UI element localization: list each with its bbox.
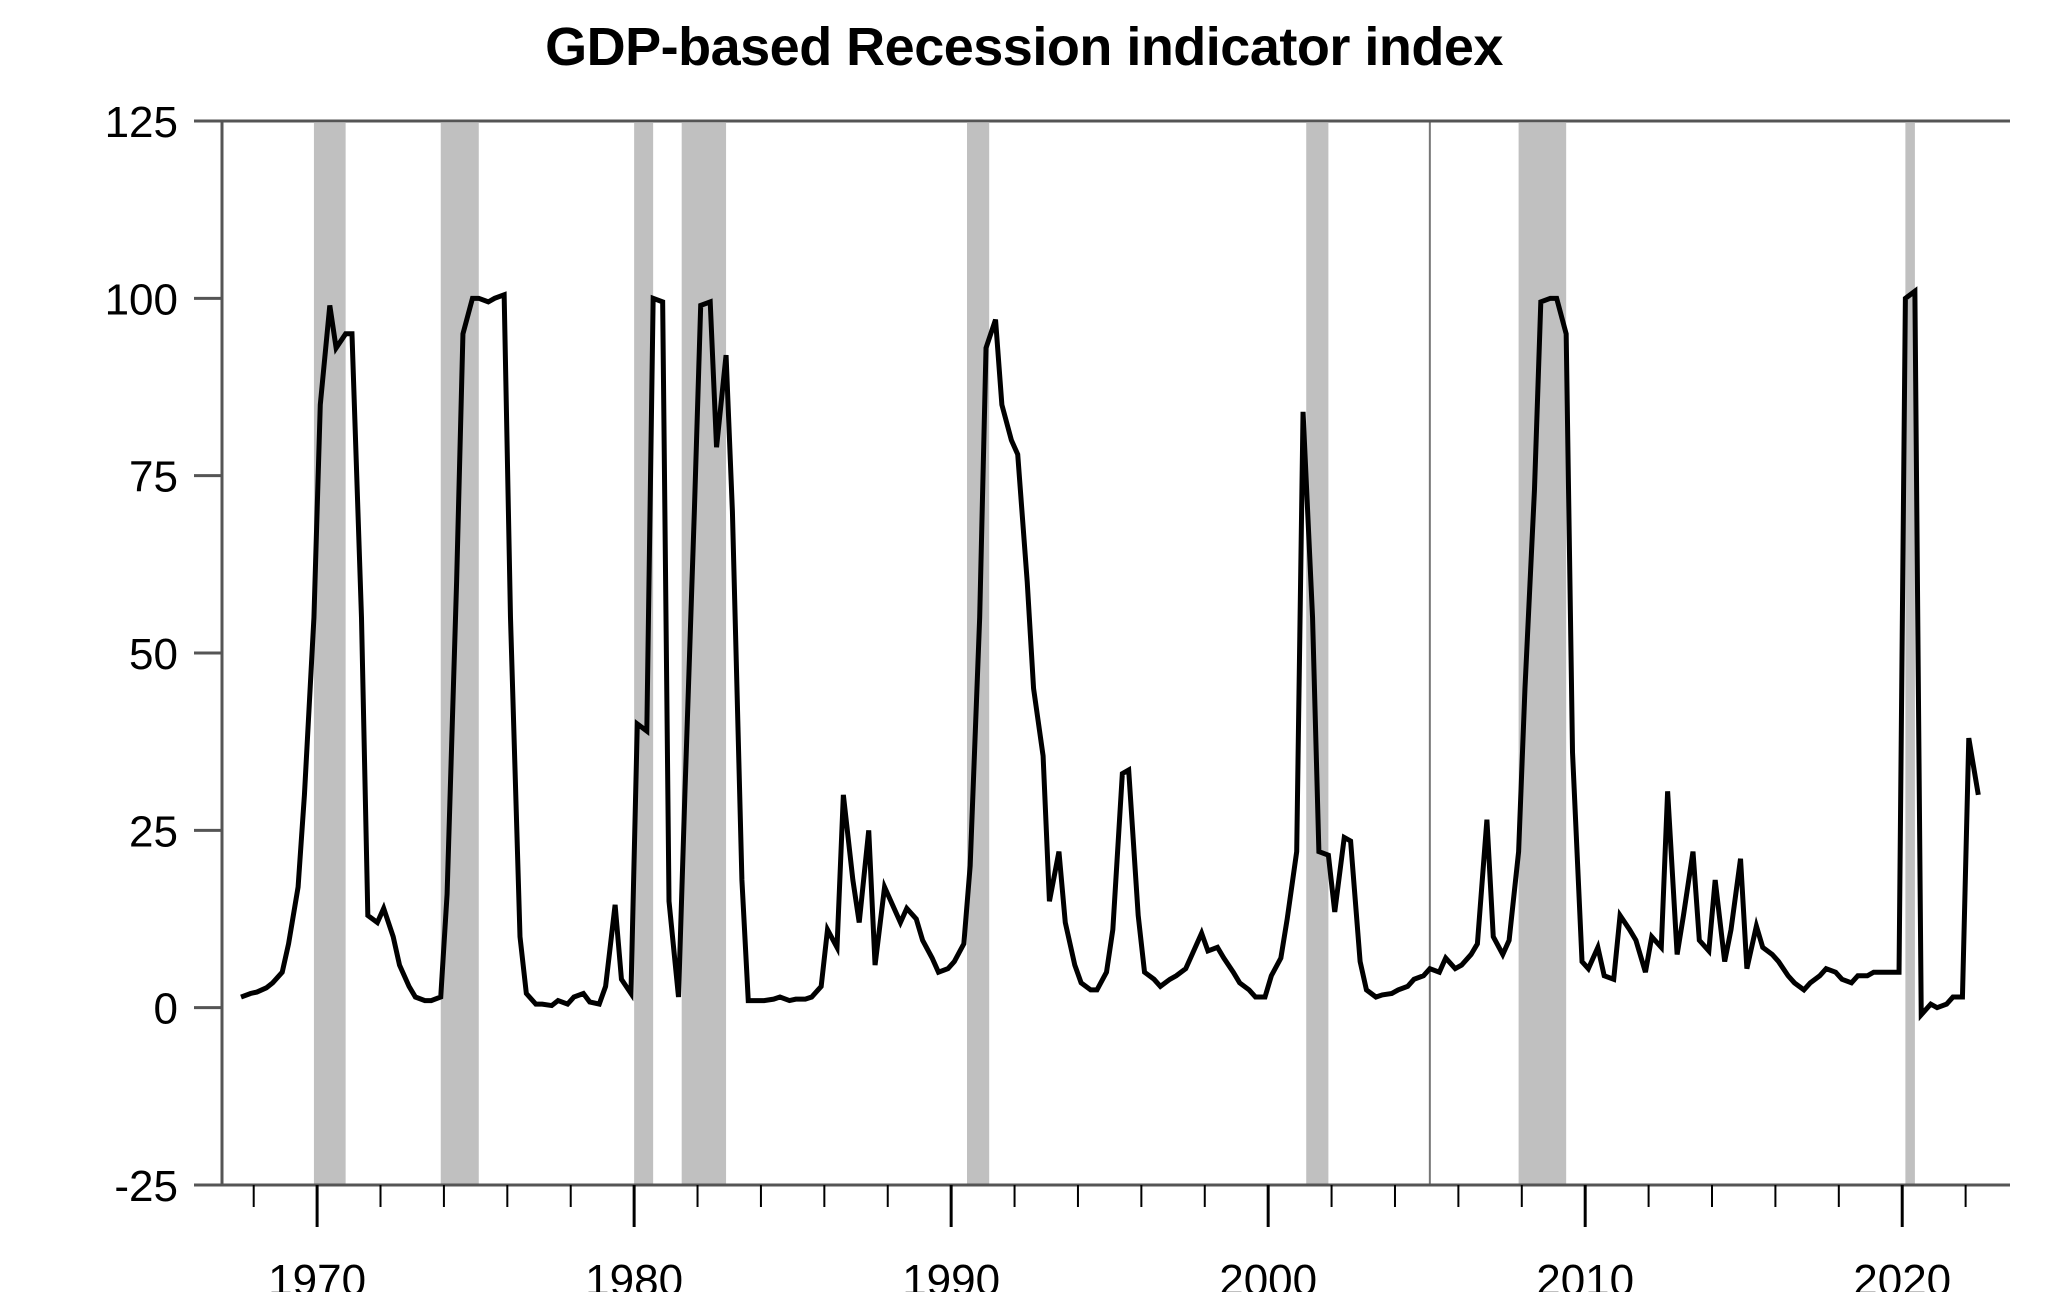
recession-band — [440, 123, 479, 1185]
x-axis-tick-label: 1980 — [585, 1256, 683, 1292]
y-axis-tick-label: -25 — [114, 1162, 178, 1211]
recession-band-group — [313, 123, 1915, 1185]
x-axis-tick-label: 2000 — [1219, 1256, 1317, 1292]
recession-band — [1306, 123, 1329, 1185]
tick-group — [194, 119, 1967, 1227]
recession-band — [634, 123, 654, 1185]
y-axis-tick-label: 100 — [105, 275, 178, 324]
series-line-gdp-recession-index — [240, 286, 1981, 1022]
axis-group — [220, 119, 2010, 1187]
recession-band — [313, 123, 346, 1185]
page-title: GDP-based Recession indicator index — [545, 17, 1503, 77]
x-axis-tick-label: 1990 — [902, 1256, 1000, 1292]
y-axis-tick-label: 50 — [129, 630, 178, 679]
tick-label-group: -25 0 25 50 75 100 125 1970 1980 1990 2000 2010 2020 — [105, 98, 1952, 1292]
x-axis-tick-label: 2010 — [1536, 1256, 1634, 1292]
y-axis-tick-label: 75 — [129, 453, 178, 502]
data-series-line — [240, 286, 1981, 1022]
y-axis-tick-label: 0 — [154, 985, 178, 1034]
y-axis-tick-label: 25 — [129, 807, 178, 856]
recession-band — [1905, 123, 1915, 1185]
x-axis-tick-label: 2020 — [1853, 1256, 1951, 1292]
y-axis-tick-label: 125 — [105, 98, 178, 147]
x-axis-tick-label: 1970 — [268, 1256, 366, 1292]
